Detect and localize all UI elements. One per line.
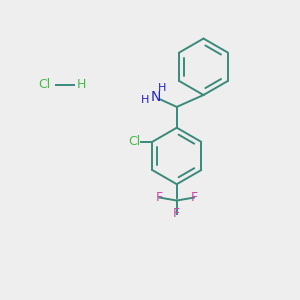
Text: F: F xyxy=(156,191,163,204)
Text: Cl: Cl xyxy=(38,78,51,91)
Text: H: H xyxy=(158,82,167,93)
Text: F: F xyxy=(173,207,180,220)
Text: N: N xyxy=(151,90,161,104)
Text: H: H xyxy=(77,78,86,91)
Text: Cl: Cl xyxy=(128,135,141,148)
Text: F: F xyxy=(190,191,198,204)
Text: H: H xyxy=(141,95,150,105)
